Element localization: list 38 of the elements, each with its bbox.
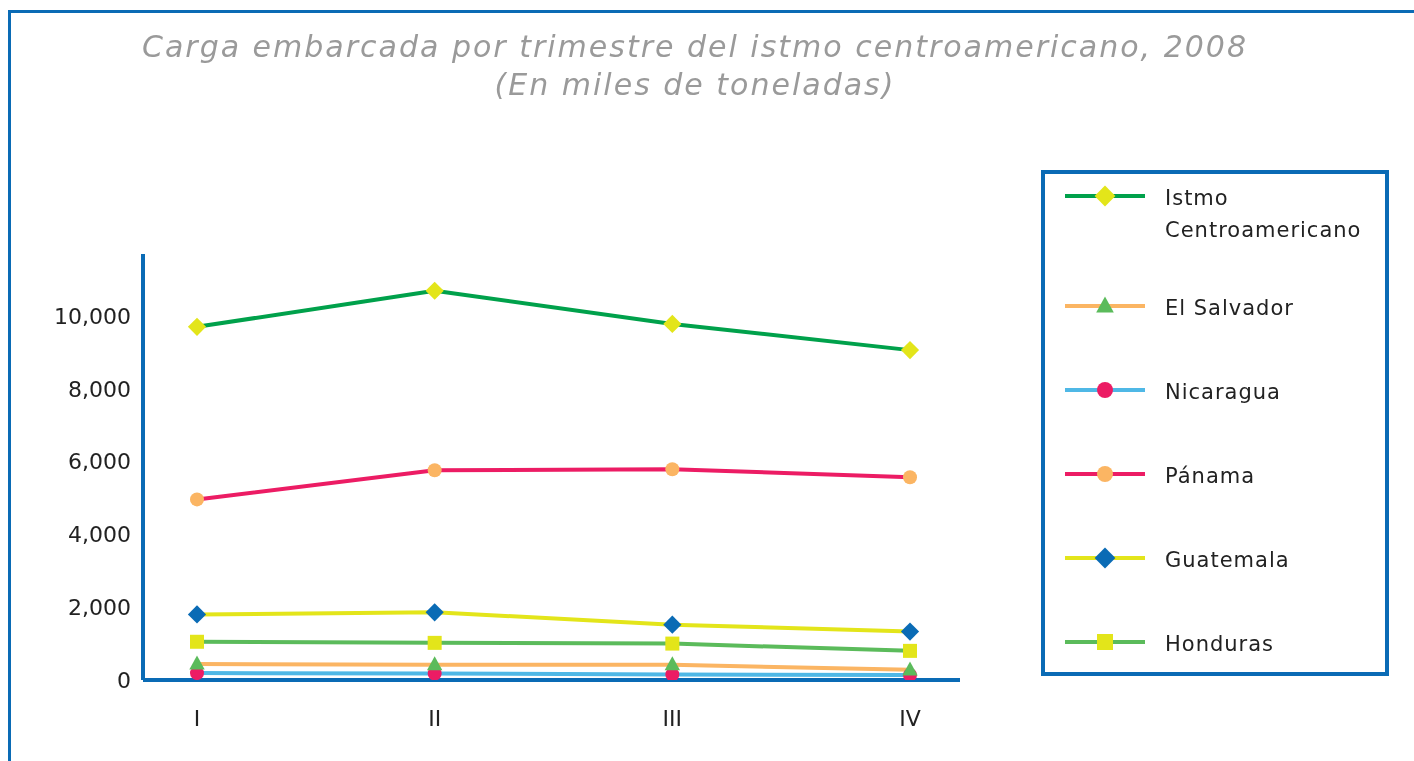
legend-label: El Salvador	[1165, 295, 1295, 322]
chart-subtitle: (En miles de toneladas)	[493, 66, 897, 104]
y-tick-label: 8,000	[68, 376, 131, 402]
point	[665, 462, 680, 477]
legend-label: Nicaragua	[1165, 379, 1282, 406]
x-tick-label: II	[428, 705, 442, 731]
x-tick-label: I	[193, 705, 201, 731]
point	[427, 635, 442, 650]
point	[187, 317, 207, 336]
y-tick-label: 2,000	[68, 594, 131, 620]
point	[900, 341, 920, 360]
point	[189, 655, 205, 670]
legend-label: Honduras	[1165, 631, 1276, 658]
point	[426, 656, 443, 671]
point	[427, 463, 442, 478]
point	[190, 634, 204, 649]
point	[903, 643, 917, 658]
point	[665, 636, 680, 651]
point	[903, 470, 917, 485]
y-tick-label: 0	[117, 667, 131, 693]
chart-title: Carga embarcada por trimestre del istmo centroamericano, 2008	[140, 28, 1249, 66]
y-tick-label: 10,000	[54, 303, 131, 329]
legend-label: Pánama	[1165, 463, 1257, 490]
point	[190, 492, 204, 507]
point	[187, 605, 207, 624]
point	[425, 281, 444, 300]
point	[663, 314, 682, 334]
y-tick-label: 4,000	[68, 522, 131, 548]
point	[664, 656, 681, 671]
point	[900, 622, 920, 641]
x-tick-label: IV	[899, 705, 921, 731]
y-tick-label: 6,000	[68, 449, 131, 475]
x-tick-label: III	[662, 705, 683, 731]
point	[902, 661, 918, 676]
point	[663, 615, 682, 634]
legend-label: Istmo Centroamericano	[1165, 185, 1363, 244]
point	[425, 603, 444, 622]
legend-label: Guatemala	[1165, 547, 1291, 574]
